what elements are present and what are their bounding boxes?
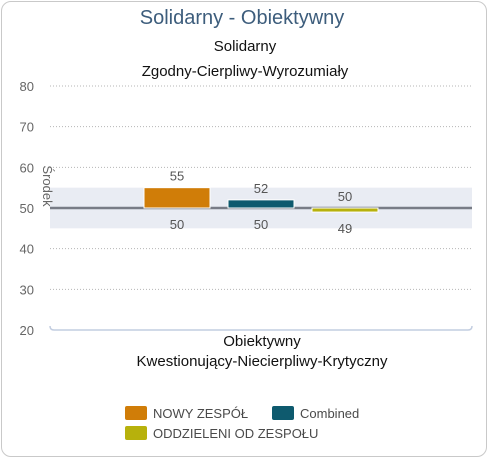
top-label-line2: Zgodny-Cierpliwy-Wyrozumiały [142,63,349,80]
chart-title: Solidarny - Obiektywny [140,7,345,29]
bar-end-label: 50 [338,189,352,204]
legend-swatch [125,426,147,440]
plot-area: 20 30 40 50 60 70 80 Środek 55 50 52 50 50 49 [20,79,473,338]
x-axis-line [49,325,473,331]
bar [143,187,211,209]
center-label: Środek [40,165,55,207]
y-tick-label: 50 [20,201,34,216]
legend-label: ODDZIELENI OD ZESPOŁU [153,426,318,441]
y-tick-label: 40 [20,242,34,257]
y-tick-label: 60 [20,160,34,175]
legend-swatch [125,406,147,420]
legend-swatch [272,406,294,420]
y-tick-label: 20 [20,323,34,338]
bar-end-label: 52 [254,181,268,196]
y-tick-label: 80 [20,79,34,94]
legend-label: NOWY ZESPÓŁ [153,406,248,421]
bar-end-label: 55 [170,169,184,184]
bar [227,199,295,209]
bottom-label-line2: Kwestionujący-Niecierpliwy-Krytyczny [137,353,388,370]
bar-start-label: 50 [254,217,268,232]
legend: NOWY ZESPÓŁ Combined ODDZIELENI OD ZESPOŁU [125,406,359,441]
legend-label: Combined [300,406,359,421]
y-tick-label: 70 [20,120,34,135]
top-label-line1: Solidarny [214,38,277,55]
bar-start-label: 50 [170,217,184,232]
bottom-label-line1: Obiektywny [223,333,301,350]
bar [311,207,379,213]
bar-start-label: 49 [338,221,352,236]
y-tick-label: 30 [20,282,34,297]
